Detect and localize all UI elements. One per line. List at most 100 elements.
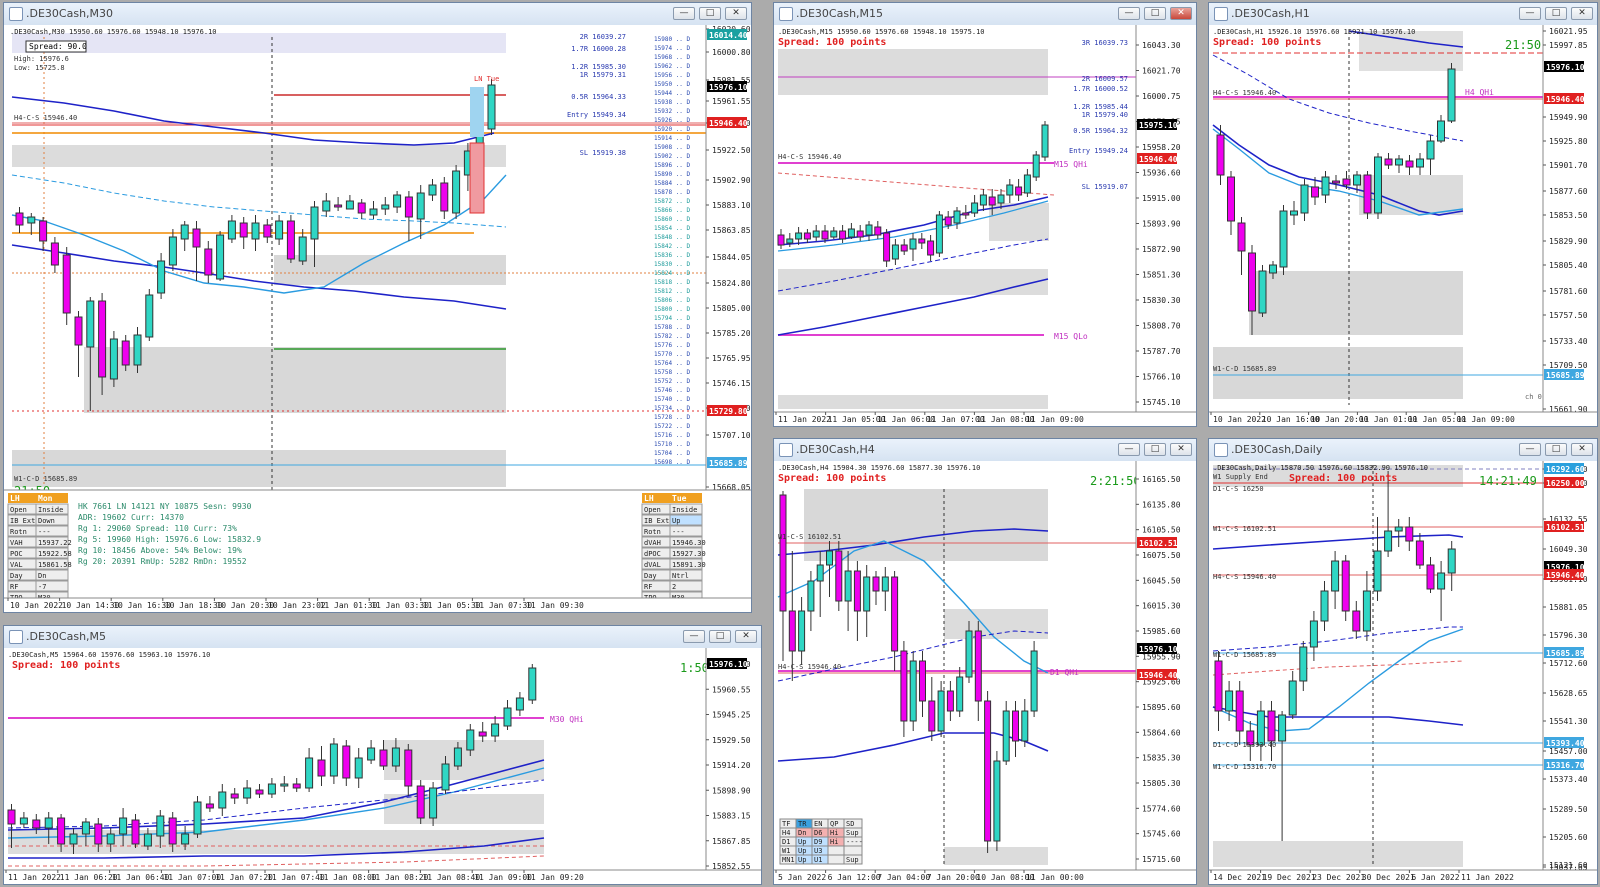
- candle-body: [993, 760, 1001, 842]
- minimize-button[interactable]: —: [683, 630, 705, 643]
- zone: [1359, 31, 1463, 71]
- zone: [804, 489, 1048, 561]
- minimize-button[interactable]: —: [1519, 7, 1541, 20]
- candle-body: [491, 723, 500, 737]
- tf-cell: [827, 845, 845, 856]
- price-tag-label: 15976.10: [1139, 645, 1178, 654]
- candle-body: [429, 787, 438, 819]
- price-chart[interactable]: .DE30Cash,Daily 15870.50 15976.60 15832.…: [1209, 461, 1597, 884]
- price-tag: [707, 81, 747, 92]
- candle-body: [1363, 174, 1372, 214]
- price-chart[interactable]: .DE30Cash,M15 15950.60 15976.60 15948.10…: [774, 25, 1196, 426]
- table-cell: [35, 569, 69, 581]
- candle-body: [798, 610, 806, 652]
- close-button[interactable]: ✕: [725, 7, 747, 20]
- titlebar[interactable]: .DE30Cash,Daily — □ ✕: [1209, 439, 1597, 462]
- candle-body: [1394, 526, 1403, 532]
- price-tick-label: 15785.20: [712, 329, 751, 338]
- price-tag-label: 15685.89: [1546, 649, 1585, 658]
- candle-body: [528, 667, 537, 701]
- minimize-button[interactable]: —: [1118, 7, 1140, 20]
- maximize-button[interactable]: □: [1545, 443, 1567, 456]
- target-level-label: 2R 16009.57: [1082, 75, 1128, 83]
- price-tag: [1544, 61, 1584, 72]
- candle-body: [909, 660, 917, 722]
- titlebar[interactable]: .DE30Cash,H1 — □ ✕: [1209, 3, 1597, 26]
- close-button[interactable]: ✕: [1571, 443, 1593, 456]
- maximize-button[interactable]: □: [1545, 7, 1567, 20]
- candle-body: [1015, 186, 1023, 196]
- minimize-button[interactable]: —: [673, 7, 695, 20]
- time-tick-label: 30 Dec 2021: [1362, 873, 1415, 882]
- price-tick-label: 15981.55: [712, 76, 751, 85]
- maximize-button[interactable]: □: [709, 630, 731, 643]
- candle-body: [503, 707, 512, 727]
- price-chart[interactable]: .DE30Cash,M5 15964.60 15976.60 15963.10 …: [4, 648, 761, 884]
- minimize-button[interactable]: —: [1118, 443, 1140, 456]
- price-chart[interactable]: .DE30Cash,M30 15950.60 15976.60 15948.10…: [4, 25, 751, 612]
- maximize-button[interactable]: □: [1144, 7, 1166, 20]
- candle-body: [267, 783, 276, 795]
- close-button[interactable]: ✕: [735, 630, 757, 643]
- tf-cell: [843, 854, 863, 865]
- ma-fast: [11, 174, 507, 294]
- minimize-button[interactable]: —: [1519, 443, 1541, 456]
- close-button[interactable]: ✕: [1170, 7, 1192, 20]
- time-tick-label: 7 Jan 04:00: [877, 873, 930, 882]
- price-tag-label: 15316.70: [1546, 761, 1585, 770]
- candle-body: [900, 650, 908, 722]
- time-tick-label: 11 Jan 08:00: [319, 873, 377, 882]
- candle-body: [218, 791, 227, 809]
- price-tick-label: 15961.55: [712, 97, 751, 106]
- table-cell-label: 15946.30: [672, 539, 706, 547]
- table-cell: [669, 580, 703, 592]
- candle-body: [1437, 572, 1446, 590]
- zone: [1213, 841, 1463, 867]
- chart-window-h1[interactable]: .DE30Cash,H1 — □ ✕ .DE30Cash,H1 15926.10…: [1208, 2, 1598, 427]
- titlebar[interactable]: .DE30Cash,M30 — □ ✕: [4, 3, 751, 26]
- chart-window-h4[interactable]: .DE30Cash,H4 — □ ✕ .DE30Cash,H4 15904.30…: [773, 438, 1197, 885]
- ma-long: [11, 244, 507, 310]
- chart-window-daily[interactable]: .DE30Cash,Daily — □ ✕ .DE30Cash,Daily 15…: [1208, 438, 1598, 885]
- table-cell-label: Rotn: [644, 528, 661, 536]
- candle-body: [1216, 134, 1225, 176]
- price-tag: [1544, 93, 1584, 104]
- chart-window-m5[interactable]: .DE30Cash,M5 — □ ✕ .DE30Cash,M5 15964.60…: [3, 625, 762, 885]
- tpo-row: 15854 .. D: [654, 225, 691, 232]
- candle-body: [216, 234, 225, 280]
- price-tick-label: 15757.50: [1549, 311, 1588, 320]
- maximize-button[interactable]: □: [1144, 443, 1166, 456]
- close-button[interactable]: ✕: [1571, 7, 1593, 20]
- close-button[interactable]: ✕: [1170, 443, 1192, 456]
- price-tick-label: 16000.75: [1142, 92, 1181, 101]
- time-tick-label: 10 Jan 16:30: [113, 601, 171, 610]
- tpo-row: 15944 .. D: [654, 90, 691, 97]
- stats-line: Rg 5: 19960 High: 15976.6 Low: 15832.9: [78, 535, 261, 544]
- target-level-label: 3R 16039.73: [1082, 39, 1128, 47]
- titlebar[interactable]: .DE30Cash,H4 — □ ✕: [774, 439, 1196, 462]
- candle-body: [404, 196, 413, 218]
- chart-window-m30[interactable]: .DE30Cash,M30 — □ ✕ .DE30Cash,M30 15950.…: [3, 2, 752, 613]
- price-tick-label: 15746.15: [712, 379, 751, 388]
- titlebar[interactable]: .DE30Cash,M5 — □ ✕: [4, 626, 761, 649]
- candle-body: [1437, 120, 1445, 142]
- candle-body: [853, 570, 861, 612]
- price-tick-label: 15883.10: [712, 201, 751, 210]
- candle-body: [962, 212, 970, 216]
- price-chart[interactable]: .DE30Cash,H1 15926.10 15976.60 15921.10 …: [1209, 25, 1597, 426]
- time-tick-label: 11 Jan 07:20: [215, 873, 273, 882]
- tpo-row: 15926 .. D: [654, 117, 691, 124]
- candle-body: [109, 338, 118, 380]
- level-label: H4 QHi: [1465, 88, 1494, 97]
- tf-head-label: EN: [814, 820, 822, 828]
- candle-body: [133, 334, 142, 366]
- titlebar[interactable]: .DE30Cash,M15 — □ ✕: [774, 3, 1196, 26]
- spread-label: Spread: 100 points: [12, 659, 120, 671]
- maximize-button[interactable]: □: [699, 7, 721, 20]
- chart-window-m15[interactable]: .DE30Cash,M15 — □ ✕ .DE30Cash,M15 15950.…: [773, 2, 1197, 427]
- candle-body: [1246, 730, 1255, 746]
- table-cell-label: Up: [672, 517, 680, 525]
- price-chart[interactable]: .DE30Cash,H4 15904.30 15976.60 15877.30 …: [774, 461, 1196, 884]
- table-cell-label: POC: [10, 550, 23, 558]
- tpo-row: 15860 .. D: [654, 216, 691, 223]
